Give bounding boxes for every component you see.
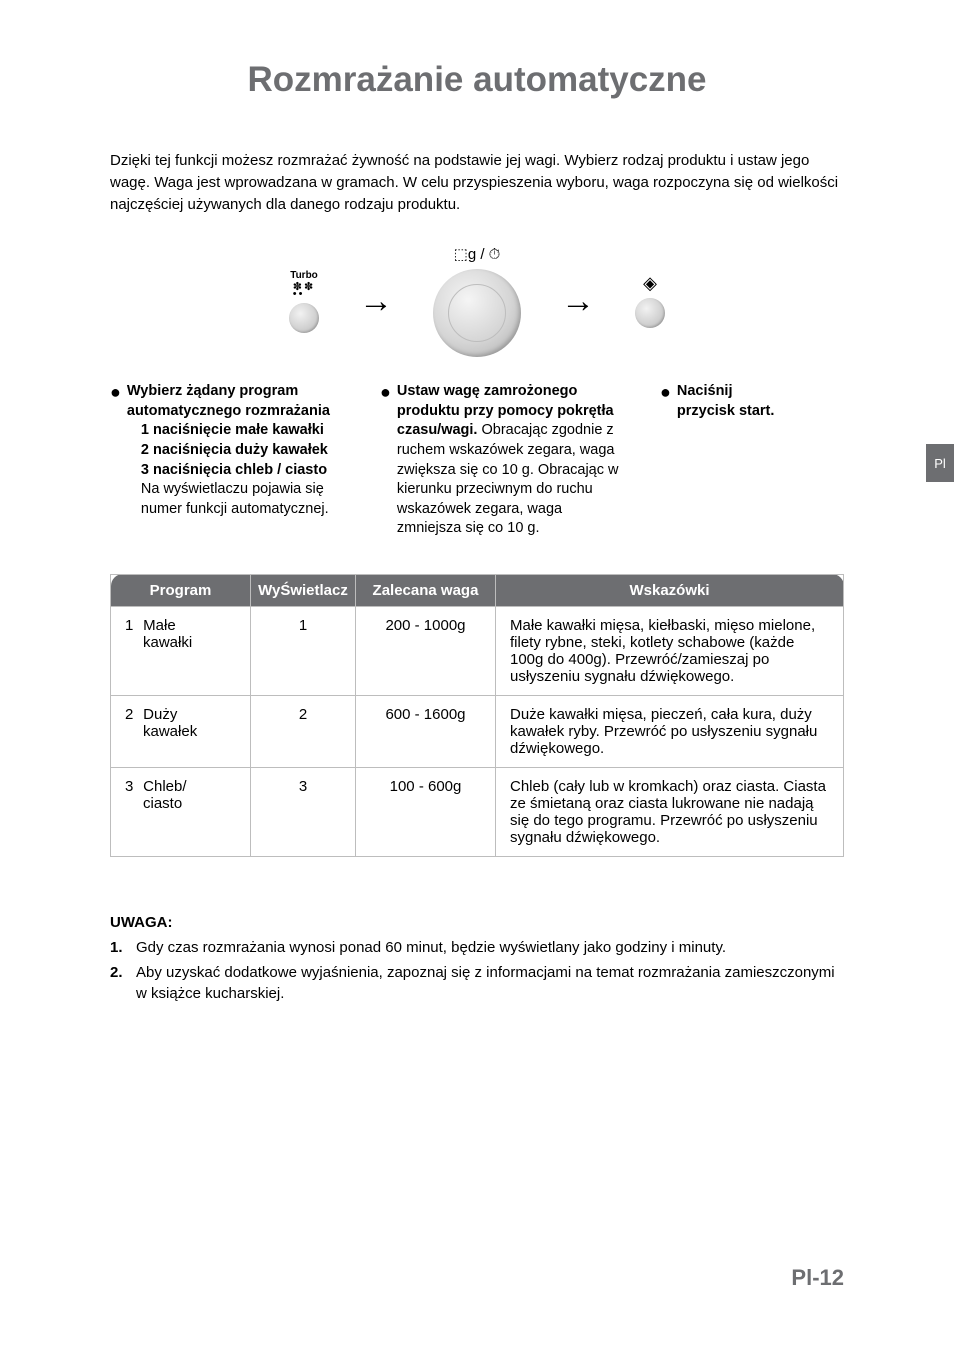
step-1-tail: Na wyświetlaczu pojawia się numer funkcj… (127, 480, 340, 519)
dial-label: ⬚g / ⏱ (454, 245, 501, 263)
intro-text: Dzięki tej funkcji możesz rozmrażać żywn… (110, 150, 844, 215)
program-number: 2 (125, 706, 139, 723)
controls-diagram: Turbo ✽✽•• → ⬚g / ⏱ → ◈ (110, 245, 844, 357)
table-row: 3 Chleb/ ciasto 3 100 - 600g Chleb (cały… (111, 767, 844, 856)
step-1-line-1: 1 naciśnięcie małe kawałki (127, 421, 340, 441)
notes-title: UWAGA: (110, 912, 844, 933)
time-weight-dial (433, 269, 521, 357)
step-1-line-2: 2 naciśnięcia duży kawałek (127, 441, 340, 461)
col-header-program: Program (111, 574, 251, 606)
steps-row: ● Wybierz żądany program automatycznego … (110, 382, 844, 539)
turbo-button-illustration: Turbo ✽✽•• (289, 270, 319, 333)
display-value: 2 (251, 695, 356, 767)
turbo-label: Turbo (290, 270, 318, 281)
weight-range: 200 - 1000g (356, 606, 496, 695)
dial-illustration: ⬚g / ⏱ (433, 245, 521, 357)
turbo-snowflake-icon: ✽✽•• (293, 284, 315, 299)
program-name-line-1: Małe (143, 617, 176, 634)
step-1-heading: Wybierz żądany program automatycznego ro… (127, 383, 330, 419)
table-row: 2 Duży kawałek 2 600 - 1600g Duże kawałk… (111, 695, 844, 767)
program-name-line-2: kawałek (125, 723, 197, 740)
note-text: Gdy czas rozmrażania wynosi ponad 60 min… (136, 937, 726, 958)
bullet-icon: ● (660, 383, 671, 539)
col-header-hints: Wskazówki (496, 574, 844, 606)
start-button-circle (635, 298, 665, 328)
col-header-display: WyŚwietlacz (251, 574, 356, 606)
turbo-button-circle (289, 303, 319, 333)
note-item: 1. Gdy czas rozmrażania wynosi ponad 60 … (110, 937, 844, 958)
program-name-line-1: Duży (143, 706, 177, 723)
program-name-line-2: kawałki (125, 634, 192, 651)
note-item: 2. Aby uzyskać dodatkowe wyjaśnienia, za… (110, 962, 844, 1004)
step-2: ● Ustaw wagę zamrożonego produktu przy p… (380, 382, 620, 539)
table-row: 1 Małe kawałki 1 200 - 1000g Małe kawałk… (111, 606, 844, 695)
col-header-weight: Zalecana waga (356, 574, 496, 606)
display-value: 3 (251, 767, 356, 856)
step-1-line-3: 3 naciśnięcia chleb / ciasto (127, 461, 340, 481)
page-title: Rozmrażanie automatyczne (110, 60, 844, 100)
notes-section: UWAGA: 1. Gdy czas rozmrażania wynosi po… (110, 912, 844, 1004)
step-3-heading: Naciśnij przycisk start. (677, 383, 775, 419)
step-2-tail: Obracając zgodnie z ruchem wskazówek zeg… (397, 422, 619, 536)
start-button-illustration: ◈ (635, 274, 665, 328)
weight-range: 600 - 1600g (356, 695, 496, 767)
bullet-icon: ● (110, 383, 121, 539)
hint-text: Duże kawałki mięsa, pieczeń, cała kura, … (496, 695, 844, 767)
note-text: Aby uzyskać dodatkowe wyjaśnienia, zapoz… (136, 962, 844, 1004)
programs-table: Program WyŚwietlacz Zalecana waga Wskazó… (110, 574, 844, 857)
step-1: ● Wybierz żądany program automatycznego … (110, 382, 340, 539)
hint-text: Chleb (cały lub w kromkach) oraz ciasta.… (496, 767, 844, 856)
program-number: 1 (125, 617, 139, 634)
side-tab: Pl (926, 444, 954, 482)
arrow-icon: → (561, 284, 595, 318)
bullet-icon: ● (380, 383, 391, 539)
hint-text: Małe kawałki mięsa, kiełbaski, mięso mie… (496, 606, 844, 695)
note-number: 1. (110, 937, 136, 958)
program-number: 3 (125, 778, 139, 795)
note-number: 2. (110, 962, 136, 1004)
page-number: Pl-12 (791, 1265, 844, 1291)
arrow-icon: → (359, 284, 393, 318)
program-name-line-1: Chleb/ (143, 778, 186, 795)
program-name-line-2: ciasto (125, 795, 182, 812)
start-diamond-icon: ◈ (643, 274, 657, 292)
step-3: ● Naciśnij przycisk start. (660, 382, 780, 539)
display-value: 1 (251, 606, 356, 695)
weight-range: 100 - 600g (356, 767, 496, 856)
